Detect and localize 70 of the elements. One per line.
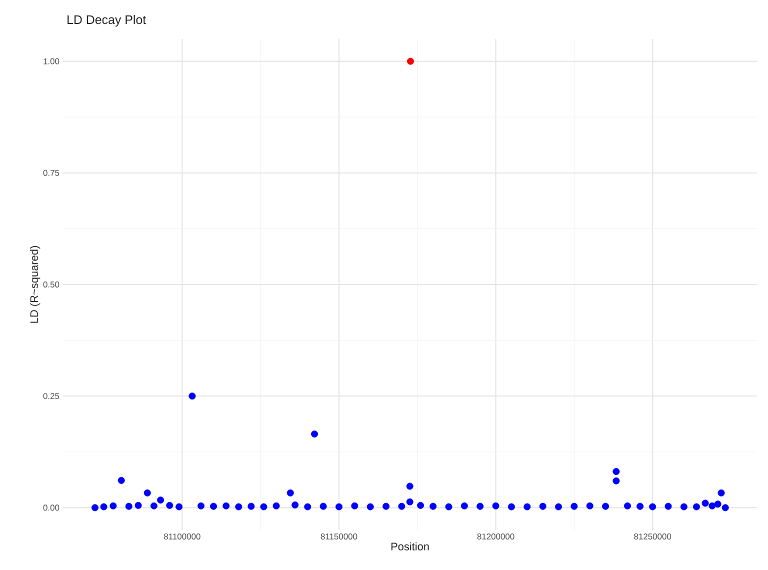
point [476,502,484,510]
point [125,502,132,510]
point [235,503,242,510]
y-axis-title: LD (R~squared) [30,246,40,323]
point [382,502,390,510]
point [366,503,374,510]
x-tick-label: 81250000 [634,534,672,540]
point [570,502,578,510]
x-tick-label: 81100000 [164,534,200,540]
point [586,502,594,510]
point [539,502,546,510]
point [555,503,562,510]
point [100,503,108,510]
point [286,489,294,496]
point [188,392,196,400]
point [144,489,151,496]
y-tick-label: 0.75 [43,170,60,176]
point [222,502,230,510]
point [335,503,342,510]
y-tick-label: 0.00 [43,504,60,511]
x-tick-label: 81150000 [320,534,358,540]
chart-title: LD Decay Plot [68,14,146,27]
point [708,502,716,510]
point [210,502,218,510]
point [430,502,437,510]
point [649,503,656,510]
point [692,503,700,510]
point [664,502,672,510]
point [612,477,620,484]
point [157,496,164,504]
point [260,503,268,510]
point [612,468,620,476]
point [272,502,280,510]
point [680,503,688,510]
point [150,502,158,510]
point [248,502,255,510]
point [445,503,452,510]
point [714,500,722,508]
point [406,58,414,65]
x-axis-title: Position [391,542,429,550]
point [460,502,468,510]
point [406,498,414,506]
y-tick-label: 0.50 [43,281,60,288]
point [91,504,98,512]
point [176,503,183,510]
y-tick-label: 1.00 [44,58,60,64]
point [351,502,358,510]
point [311,430,318,438]
point [524,503,531,510]
point [118,476,125,484]
point [110,502,117,510]
point [492,502,500,510]
point [166,502,174,509]
point [722,504,729,512]
x-tick-label: 81200000 [477,534,514,540]
point [197,502,204,510]
y-tick-label: 0.25 [43,393,60,400]
point [624,502,631,510]
point [134,502,142,509]
point [320,502,327,510]
point [636,502,644,510]
point [398,502,406,510]
point [508,503,515,510]
point [417,502,424,509]
point [702,500,709,507]
point [406,482,414,490]
point [304,503,312,510]
point [718,489,725,496]
point [602,502,610,510]
point [292,501,299,508]
